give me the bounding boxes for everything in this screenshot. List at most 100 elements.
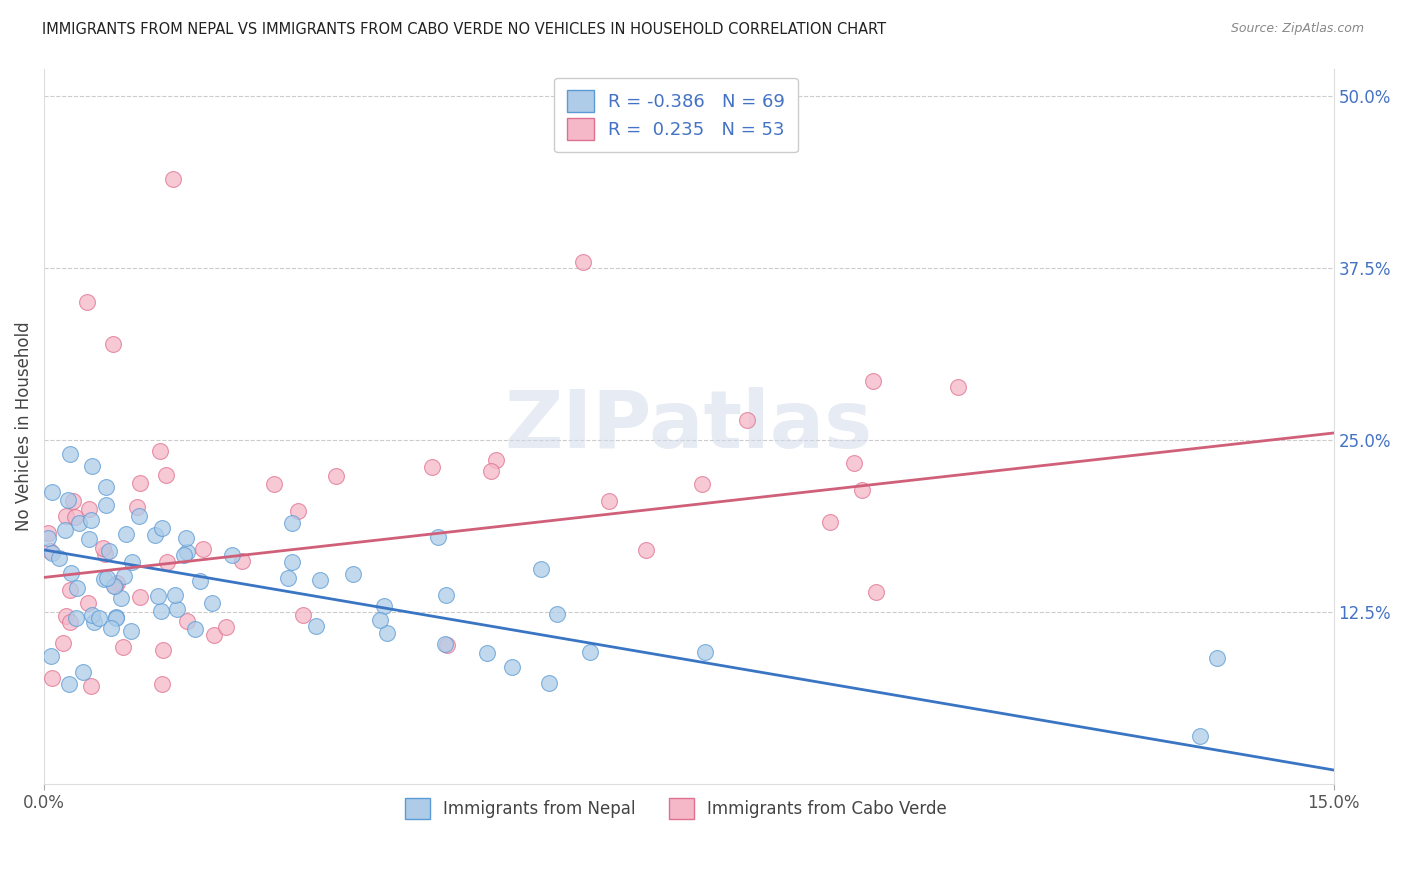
- Point: [176, 545, 198, 559]
- Point: [263, 477, 285, 491]
- Text: ZIPatlas: ZIPatlas: [505, 387, 873, 465]
- Point: [120, 624, 142, 638]
- Point: [634, 543, 657, 558]
- Point: [735, 413, 758, 427]
- Point: [231, 554, 253, 568]
- Point: [59, 583, 82, 598]
- Point: [946, 380, 969, 394]
- Point: [420, 460, 443, 475]
- Point: [39, 648, 62, 663]
- Point: [373, 599, 395, 614]
- Point: [111, 640, 134, 654]
- Point: [121, 555, 143, 569]
- Point: [368, 613, 391, 627]
- Point: [155, 467, 177, 482]
- Point: [91, 541, 114, 556]
- Point: [215, 620, 238, 634]
- Point: [66, 581, 89, 595]
- Text: Source: ZipAtlas.com: Source: ZipAtlas.com: [1230, 22, 1364, 36]
- Point: [52, 636, 75, 650]
- Point: [162, 171, 184, 186]
- Point: [77, 597, 100, 611]
- Point: [325, 469, 347, 483]
- Point: [287, 504, 309, 518]
- Point: [37, 525, 59, 540]
- Point: [865, 584, 887, 599]
- Legend: Immigrants from Nepal, Immigrants from Cabo Verde: Immigrants from Nepal, Immigrants from C…: [398, 792, 953, 825]
- Point: [475, 646, 498, 660]
- Y-axis label: No Vehicles in Household: No Vehicles in Household: [15, 321, 32, 531]
- Point: [82, 458, 104, 473]
- Point: [184, 622, 207, 636]
- Point: [101, 336, 124, 351]
- Point: [72, 665, 94, 679]
- Point: [63, 509, 86, 524]
- Point: [150, 677, 173, 691]
- Point: [77, 502, 100, 516]
- Point: [530, 562, 553, 576]
- Point: [149, 444, 172, 458]
- Point: [56, 493, 79, 508]
- Point: [104, 611, 127, 625]
- Point: [280, 516, 302, 530]
- Point: [129, 590, 152, 604]
- Point: [156, 555, 179, 569]
- Point: [146, 589, 169, 603]
- Point: [281, 555, 304, 569]
- Point: [166, 602, 188, 616]
- Point: [481, 464, 503, 478]
- Point: [39, 544, 62, 558]
- Point: [104, 609, 127, 624]
- Point: [546, 607, 568, 622]
- Point: [58, 677, 80, 691]
- Point: [305, 619, 328, 633]
- Point: [152, 642, 174, 657]
- Point: [104, 578, 127, 592]
- Point: [48, 551, 70, 566]
- Point: [693, 645, 716, 659]
- Point: [176, 614, 198, 628]
- Point: [67, 516, 90, 531]
- Point: [174, 531, 197, 545]
- Point: [87, 611, 110, 625]
- Point: [93, 572, 115, 586]
- Point: [127, 500, 149, 514]
- Point: [41, 672, 63, 686]
- Point: [105, 575, 128, 590]
- Point: [96, 570, 118, 584]
- Point: [501, 660, 523, 674]
- Point: [191, 542, 214, 557]
- Point: [690, 477, 713, 491]
- Point: [37, 532, 59, 546]
- Point: [150, 604, 173, 618]
- Point: [572, 255, 595, 269]
- Point: [76, 295, 98, 310]
- Text: IMMIGRANTS FROM NEPAL VS IMMIGRANTS FROM CABO VERDE NO VEHICLES IN HOUSEHOLD COR: IMMIGRANTS FROM NEPAL VS IMMIGRANTS FROM…: [42, 22, 886, 37]
- Point: [98, 544, 121, 558]
- Point: [375, 626, 398, 640]
- Point: [93, 547, 115, 561]
- Point: [292, 607, 315, 622]
- Point: [1189, 729, 1212, 743]
- Point: [426, 530, 449, 544]
- Point: [77, 533, 100, 547]
- Point: [309, 573, 332, 587]
- Point: [62, 493, 84, 508]
- Point: [96, 480, 118, 494]
- Point: [818, 515, 841, 529]
- Point: [80, 679, 103, 693]
- Point: [165, 588, 187, 602]
- Point: [433, 637, 456, 651]
- Point: [579, 645, 602, 659]
- Point: [842, 456, 865, 470]
- Point: [537, 676, 560, 690]
- Point: [173, 549, 195, 563]
- Point: [342, 566, 364, 581]
- Point: [41, 485, 63, 500]
- Point: [150, 521, 173, 535]
- Point: [83, 615, 105, 629]
- Point: [277, 571, 299, 585]
- Point: [65, 611, 87, 625]
- Point: [862, 374, 884, 388]
- Point: [201, 596, 224, 610]
